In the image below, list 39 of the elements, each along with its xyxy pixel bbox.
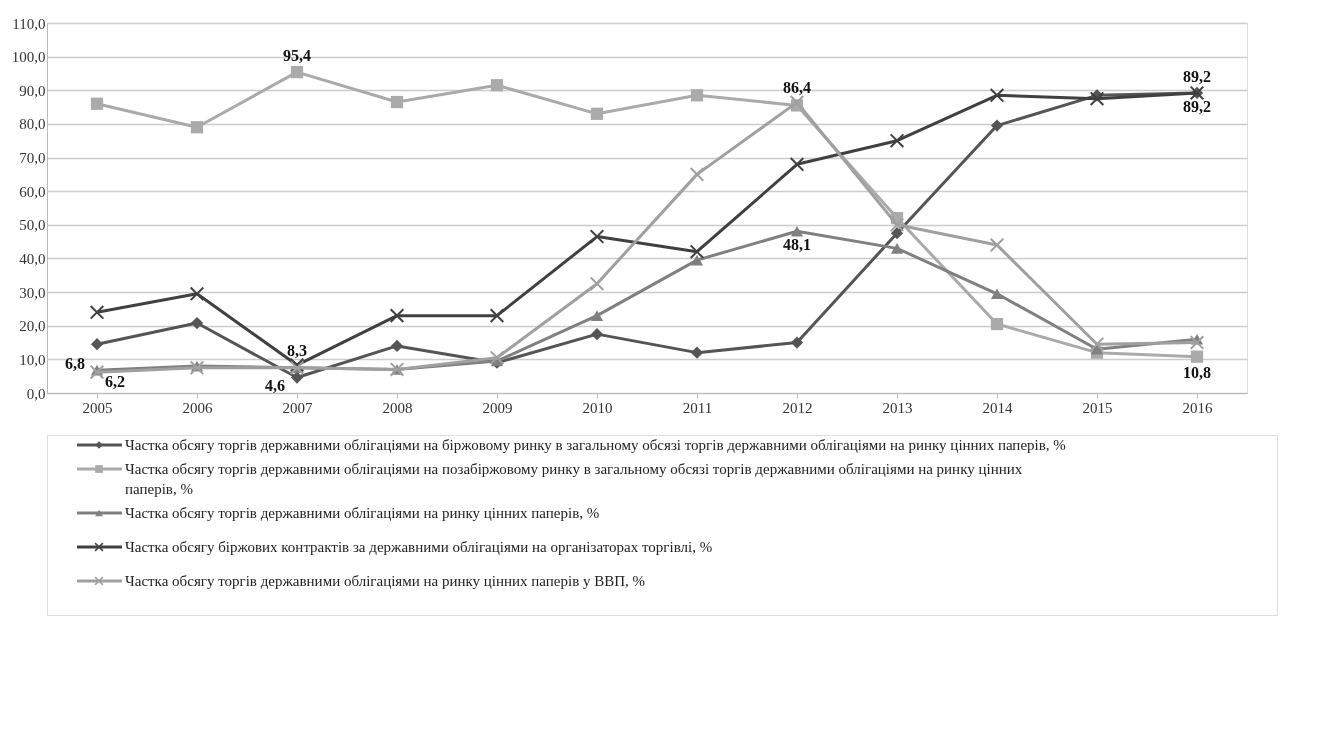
y-tick-label: 40,0 xyxy=(19,250,46,267)
annotation: 4,6 xyxy=(265,376,285,394)
annotation: 6,8 xyxy=(65,355,85,373)
x-tick-label: 2014 xyxy=(982,399,1013,416)
x-tick-label: 2016 xyxy=(1182,399,1213,416)
annotation: 86,4 xyxy=(783,79,811,97)
legend-label: Частка обсягу торгів державними облігаціями на позабіржовому ринку в загальному обсязі торгів державними облігаціями на ринку цінних паперів, % xyxy=(125,461,1023,497)
annotation: 48,1 xyxy=(783,236,811,254)
x-tick-label: 2015 xyxy=(1082,399,1113,416)
x-tick-label: 2005 xyxy=(82,399,113,416)
legend-label: Частка обсягу торгів державними облігаціями на біржовому ринку в загальному обсязі торгів державними облігаціями на ринку цінних паперів, % xyxy=(125,437,1066,453)
annotation: 95,4 xyxy=(283,47,311,65)
y-tick-label: 60,0 xyxy=(19,183,46,200)
y-tick-label: 20,0 xyxy=(19,318,46,335)
y-tick-label: 30,0 xyxy=(19,284,46,301)
x-tick-label: 2013 xyxy=(882,399,913,416)
y-tick-label: 10,0 xyxy=(19,351,46,368)
annotation: 8,3 xyxy=(287,342,307,360)
annotation: 10,8 xyxy=(1183,363,1211,381)
y-tick-label: 50,0 xyxy=(19,217,46,234)
x-tick-label: 2006 xyxy=(182,399,213,416)
x-tick-label: 2012 xyxy=(782,399,813,416)
x-tick-label: 2009 xyxy=(482,399,513,416)
legend-label: Частка обсягу торгів державними облігаціями на ринку цінних паперів, % xyxy=(125,505,600,521)
annotation: 6,2 xyxy=(105,373,125,391)
y-tick-label: 90,0 xyxy=(19,82,46,99)
x-tick-label: 2011 xyxy=(682,399,713,416)
y-tick-label: 110,0 xyxy=(12,15,46,32)
y-tick-label: 70,0 xyxy=(19,150,46,167)
x-tick-label: 2008 xyxy=(382,399,413,416)
y-tick-label: 100,0 xyxy=(11,49,46,66)
legend-label: Частка обсягу біржових контрактів за державними облігаціями на організаторах торгівлі, % xyxy=(125,539,713,555)
annotation: 89,2 xyxy=(1183,97,1211,115)
annotation: 89,2 xyxy=(1183,67,1211,85)
legend-label: Частка обсягу торгів державними облігаціями на ринку цінних паперів у ВВП, % xyxy=(125,573,646,589)
x-tick-label: 2007 xyxy=(282,399,313,416)
y-tick-label: 80,0 xyxy=(19,116,46,133)
y-tick-label: 0,0 xyxy=(26,385,46,402)
x-tick-label: 2010 xyxy=(582,399,613,416)
